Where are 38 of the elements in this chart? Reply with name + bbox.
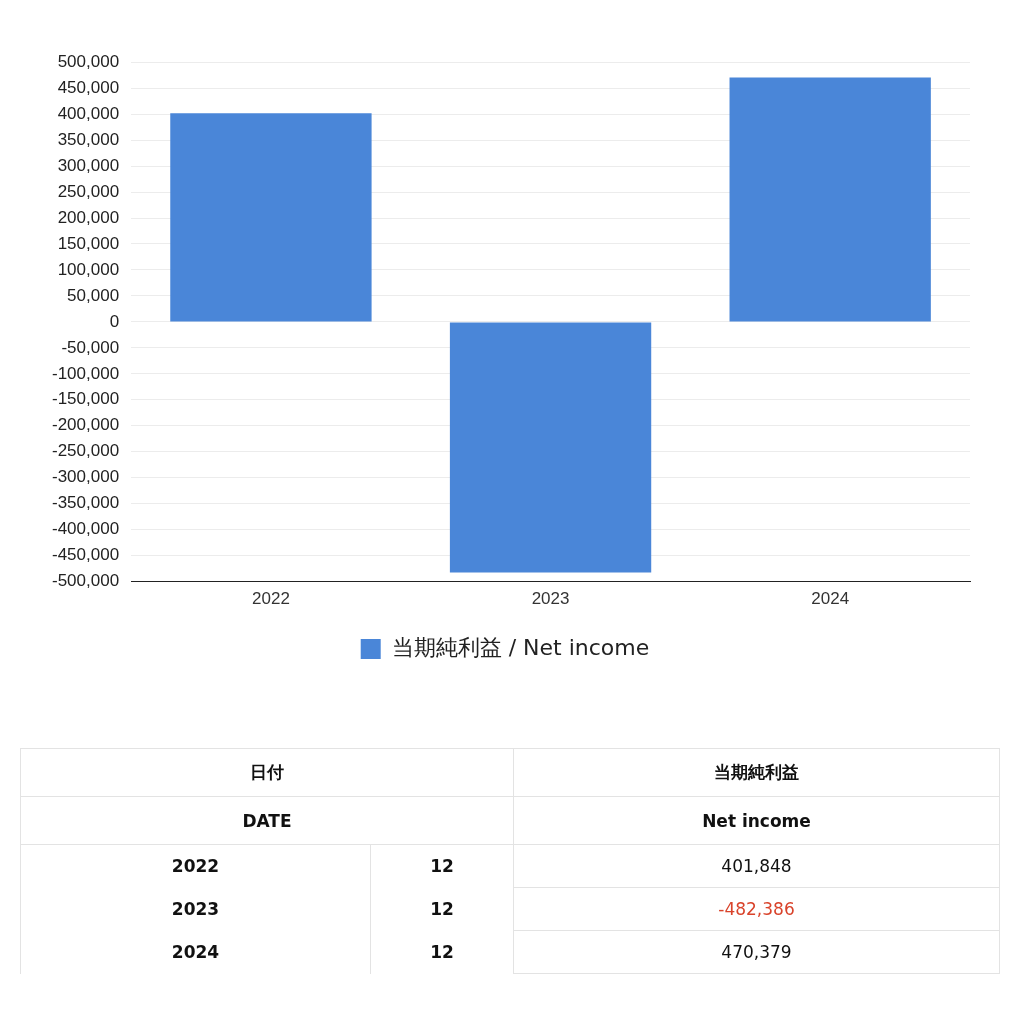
text: 470,379 <box>721 942 792 962</box>
y-tick-label: -100,000 <box>51 363 120 383</box>
y-tick-label: 300,000 <box>57 155 120 175</box>
y-tick-label: -50,000 <box>61 337 120 357</box>
x-tick-label: 2022 <box>252 589 290 609</box>
y-tick-label: 0 <box>109 311 120 331</box>
y-tick-label: -150,000 <box>51 389 120 409</box>
text: DATE <box>20 796 514 845</box>
y-tick-label: 250,000 <box>57 181 120 201</box>
text: 12 <box>370 930 514 974</box>
legend-label: 当期純利益 / Net income <box>391 634 650 660</box>
y-tick-label: 200,000 <box>57 207 120 227</box>
y-tick-label: 150,000 <box>57 233 120 253</box>
y-tick-label: 450,000 <box>57 77 120 97</box>
text: -482,386 <box>718 899 795 919</box>
y-tick-label: 500,000 <box>57 51 120 71</box>
y-tick-label: -300,000 <box>51 467 120 487</box>
x-tick-label: 2023 <box>531 589 570 609</box>
text: 401,848 <box>721 856 792 876</box>
x-tick-label: 2024 <box>811 589 850 609</box>
text: 12 <box>370 844 514 888</box>
text: 12 <box>370 887 514 931</box>
category-label: 2023 <box>171 899 220 919</box>
y-tick-label: -450,000 <box>51 545 120 565</box>
y-tick-label: -200,000 <box>51 415 120 435</box>
y-tick-label: 50,000 <box>67 285 120 305</box>
y-tick-label: -500,000 <box>51 571 120 591</box>
y-tick-label: 400,000 <box>57 103 120 123</box>
y-tick-label: 100,000 <box>57 259 120 279</box>
text: 日付 <box>20 748 514 797</box>
category-label: 2022 <box>171 856 220 877</box>
text: Net income <box>513 796 1000 845</box>
text: 当期純利益 <box>513 748 1000 797</box>
y-tick-label: -350,000 <box>51 493 120 513</box>
category-label: 2024 <box>171 942 220 962</box>
y-tick-label: -250,000 <box>51 441 120 461</box>
y-tick-label: 350,000 <box>57 129 120 149</box>
y-tick-label: -400,000 <box>51 519 120 539</box>
